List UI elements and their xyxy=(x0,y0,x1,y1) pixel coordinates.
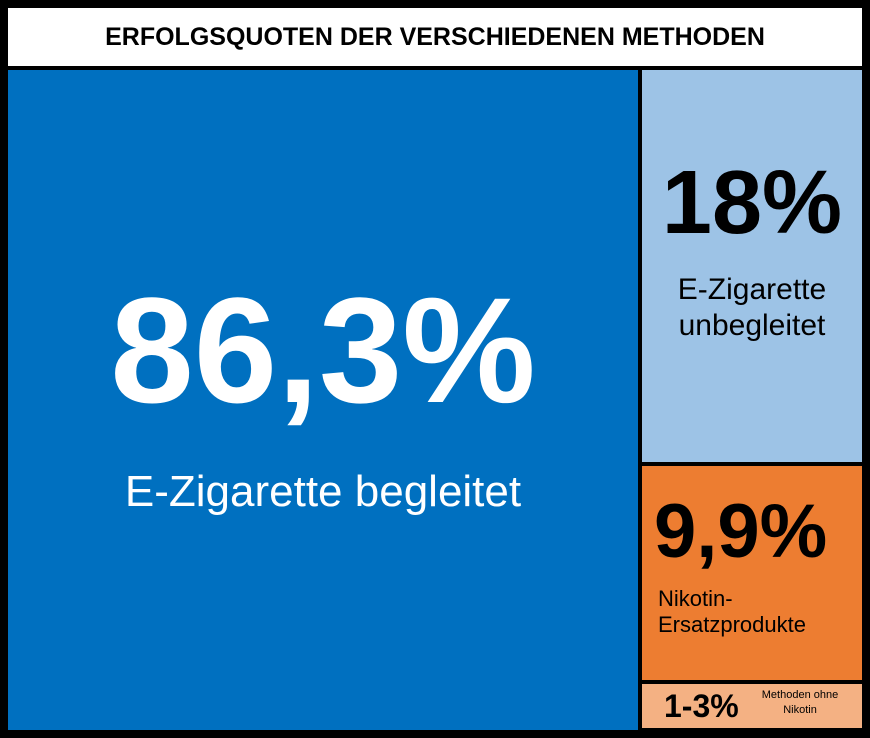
title: ERFOLGSQUOTEN DER VERSCHIEDENEN METHODEN xyxy=(8,8,862,66)
tile: 1-3% Methoden ohne Nikotin xyxy=(642,684,862,728)
tile: 18% E-Zigarette unbegleitet xyxy=(642,70,862,462)
tile-value: 1-3% xyxy=(664,688,739,724)
tile: 86,3% E-Zigarette begleitet xyxy=(8,70,638,730)
tile-value: 86,3% xyxy=(110,266,536,434)
tile-label: Methoden ohne Nikotin xyxy=(761,689,839,716)
tile: 9,9% Nikotin-Ersatzprodukte xyxy=(642,466,862,680)
tile-label: E-Zigarette unbegleitet xyxy=(677,273,827,342)
tile-value: 18% xyxy=(661,153,843,253)
tile-label: E-Zigarette begleitet xyxy=(124,467,522,516)
tile-value: 9,9% xyxy=(654,489,828,574)
tile-label: Nikotin-Ersatzprodukte xyxy=(658,586,806,638)
